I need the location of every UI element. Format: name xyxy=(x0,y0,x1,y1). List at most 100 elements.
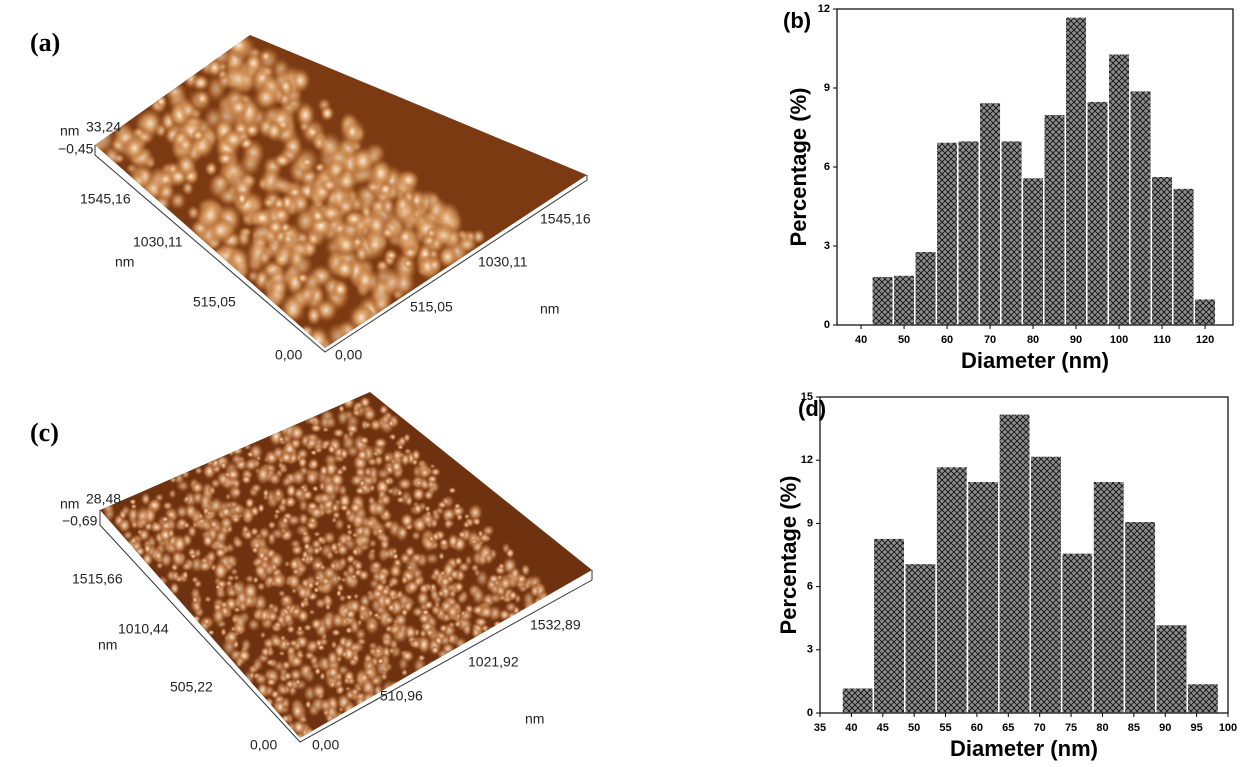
bump xyxy=(411,458,419,466)
axis-frame xyxy=(99,510,593,743)
bump xyxy=(289,67,312,94)
bump xyxy=(270,572,286,589)
bump xyxy=(544,598,560,616)
bump xyxy=(470,626,481,639)
bump xyxy=(149,521,164,534)
bump xyxy=(233,612,248,630)
bump xyxy=(160,515,170,523)
bar xyxy=(935,465,969,714)
bump xyxy=(331,279,350,300)
bar xyxy=(1021,176,1045,326)
bump xyxy=(301,489,314,501)
bump xyxy=(252,540,261,550)
bump xyxy=(170,569,181,583)
bump xyxy=(247,617,261,632)
bump xyxy=(224,63,252,96)
bump xyxy=(281,231,295,247)
bump xyxy=(381,594,394,608)
bump xyxy=(363,420,372,429)
x-tick-label: 515,05 xyxy=(410,299,453,315)
bump xyxy=(286,624,296,634)
bump xyxy=(230,452,244,466)
bump xyxy=(307,554,315,564)
bar xyxy=(892,274,916,326)
bump xyxy=(306,501,319,512)
y-tick-label: 1030,11 xyxy=(133,234,183,250)
bump xyxy=(274,487,283,499)
bump xyxy=(304,699,312,710)
bump xyxy=(219,515,234,531)
bump xyxy=(406,579,419,595)
bump xyxy=(518,620,529,633)
bump xyxy=(413,676,424,687)
bump xyxy=(321,438,332,448)
bump xyxy=(214,587,227,600)
bump xyxy=(439,575,452,588)
bump xyxy=(504,620,519,639)
bump xyxy=(488,592,504,605)
bump xyxy=(315,130,344,160)
bump xyxy=(381,636,394,649)
bump xyxy=(297,662,313,681)
bump xyxy=(303,542,311,551)
bump xyxy=(305,304,323,327)
bump xyxy=(268,471,282,487)
x-tick-label: 120 xyxy=(1196,334,1214,346)
bump xyxy=(266,217,285,237)
bump xyxy=(134,504,151,527)
bump xyxy=(189,552,197,560)
bump xyxy=(397,169,420,191)
bump xyxy=(396,489,404,497)
bump xyxy=(272,152,293,169)
bump xyxy=(279,496,288,508)
x-unit: nm xyxy=(540,301,559,317)
bump xyxy=(331,628,341,637)
x-tick-label: 90 xyxy=(1159,722,1171,734)
bump xyxy=(484,551,494,566)
y-tick-label: 12 xyxy=(801,454,813,466)
bump xyxy=(319,464,329,477)
z-max: 33,24 xyxy=(86,119,121,135)
bump xyxy=(435,648,450,661)
bump xyxy=(255,455,262,462)
bump xyxy=(483,524,495,537)
bump xyxy=(311,485,319,493)
bump xyxy=(404,495,414,507)
bump xyxy=(299,600,306,609)
bump xyxy=(308,457,320,471)
bump xyxy=(511,626,526,639)
bump xyxy=(278,650,286,657)
bar xyxy=(966,480,1000,714)
bump xyxy=(371,292,393,317)
bump xyxy=(198,492,213,510)
y-tick-label: 9 xyxy=(824,82,830,94)
bump xyxy=(332,427,345,439)
bump xyxy=(304,638,320,655)
bump xyxy=(445,603,461,620)
bump xyxy=(434,600,441,610)
x-tick-label: 0,00 xyxy=(312,737,339,753)
bump xyxy=(471,538,478,545)
bump xyxy=(520,563,531,577)
bump xyxy=(229,499,239,509)
bump xyxy=(336,684,345,696)
x-tick-label: 85 xyxy=(1128,722,1140,734)
bar xyxy=(957,139,981,326)
x-tick-label: 70 xyxy=(1034,722,1046,734)
x-tick-label: 50 xyxy=(908,722,920,734)
y-unit: nm xyxy=(98,637,117,653)
bump xyxy=(252,656,264,672)
bump xyxy=(267,520,277,530)
bump xyxy=(244,496,255,509)
bump xyxy=(335,589,342,598)
bump xyxy=(372,450,380,458)
bump xyxy=(204,595,212,603)
bump xyxy=(232,537,245,549)
bump xyxy=(168,488,177,500)
bump xyxy=(303,623,313,632)
bump xyxy=(290,701,305,721)
bump xyxy=(129,171,148,192)
bump xyxy=(180,561,193,572)
y-tick-label: 1515,66 xyxy=(72,571,123,587)
bump xyxy=(263,696,275,709)
